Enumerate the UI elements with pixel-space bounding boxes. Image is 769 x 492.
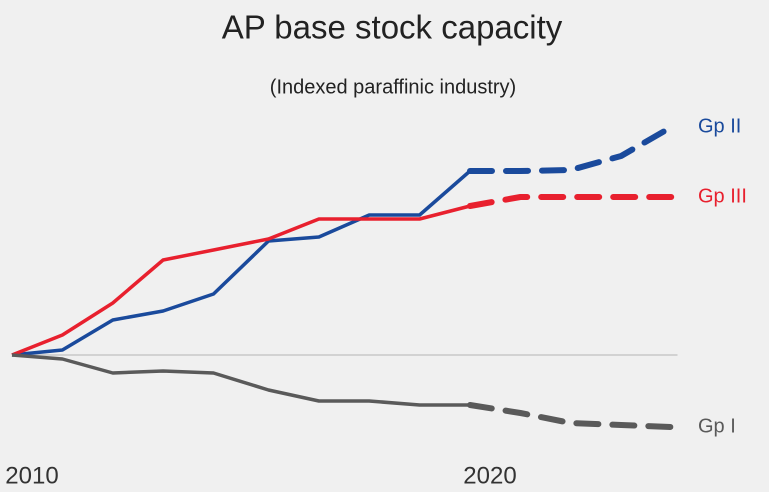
- series-line: [11, 353, 470, 407]
- forecast-line: [467, 194, 675, 209]
- legend-label: Gp II: [698, 115, 741, 137]
- legend-label: Gp I: [698, 415, 736, 437]
- legend-label: Gp III: [698, 185, 747, 207]
- series-line: [11, 169, 472, 357]
- series-line: [11, 204, 471, 357]
- x-tick-label: 2020: [463, 462, 516, 489]
- chart-subtitle: (Indexed paraffinic industry): [270, 76, 516, 98]
- x-tick-label: 2010: [5, 462, 58, 489]
- chart-title: AP base stock capacity: [222, 9, 563, 46]
- forecast-line: [467, 402, 675, 430]
- forecast-line: [467, 124, 675, 174]
